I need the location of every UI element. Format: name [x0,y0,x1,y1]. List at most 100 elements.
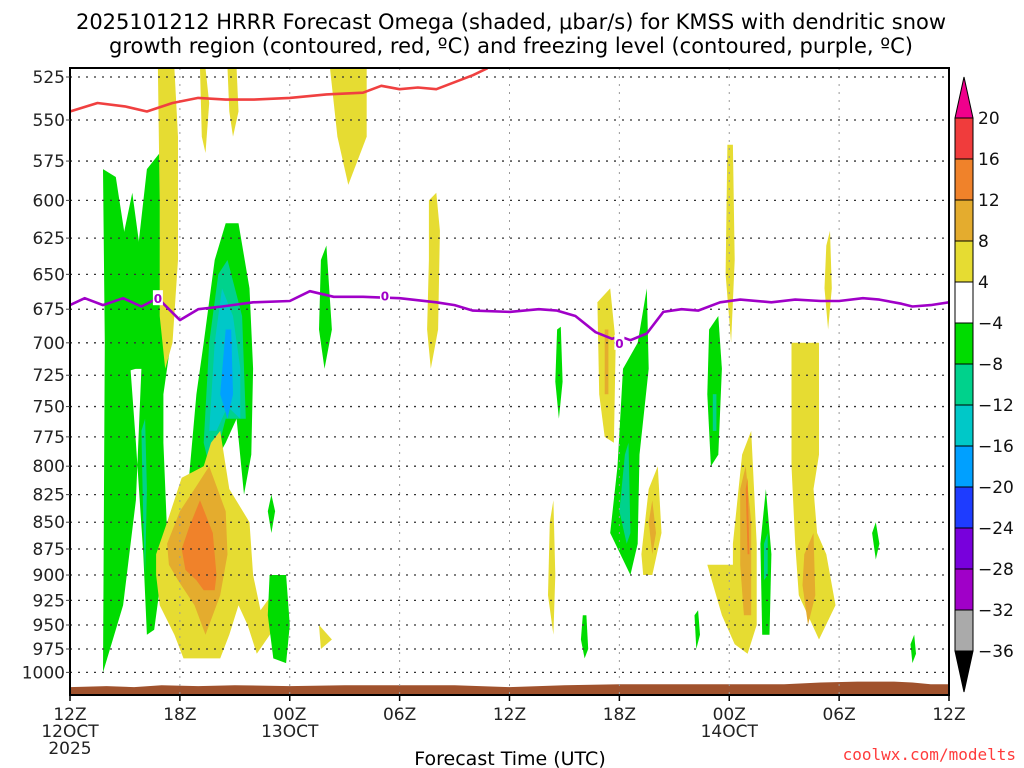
contour-lines: 0 0 0 [70,68,949,351]
omega-region-g4 [610,288,649,575]
colorbar-level-label: 4 [978,273,989,293]
grid-lines [70,68,949,695]
y-tick-label: 800 [33,457,65,477]
omega-region-y8 [604,329,609,395]
y-tick-label: 600 [33,191,65,211]
x-axis-label: Forecast Time (UTC) [414,748,605,768]
y-tick-label: 575 [33,152,65,172]
colorbar-swatch [954,363,974,406]
y-tick-label: 925 [33,591,65,611]
y-tick-label: 750 [33,398,65,418]
x-tick-label: 12Z [53,705,86,725]
y-tick-label: 825 [33,486,65,506]
colorbar-swatch [954,568,974,611]
omega-region-g8 [141,418,147,575]
omega-region-y8 [648,500,656,555]
omega-region-y4 [319,625,332,649]
omega-region-y4 [427,192,440,369]
colorbar-legend: 20 16 12 8 4 −4 −8 −12 −16 −20 −24 −28 −32 −36 [954,76,1014,693]
colorbar-level-label: −12 [978,396,1014,416]
freezing-level-contour [70,289,949,342]
colorbar-swatch [954,609,974,652]
colorbar-level-label: −28 [978,560,1014,580]
omega-region-y4 [791,342,836,640]
dendritic-growth-region-contour [70,68,489,113]
y-tick-label: 675 [33,300,65,320]
colorbar-swatch [954,486,974,529]
y-tick-label: 875 [33,540,65,560]
omega-region-g4 [319,245,332,369]
omega-region-g4 [910,634,916,664]
y-tick-label: 625 [33,229,65,249]
colorbar-level-label: 16 [978,150,1000,170]
omega-region-y8 [802,533,816,625]
x-tick-date: 12OCT [41,722,99,742]
colorbar-swatch [954,199,974,242]
colorbar-swatch [954,527,974,570]
omega-region-g4 [580,615,589,659]
y-tick-label: 850 [33,513,65,533]
omega-region-g4 [267,575,290,664]
colorbar-swatch [954,322,974,365]
x-tick-label: 00Z [273,705,306,725]
colorbar-level-label: 20 [978,109,1000,129]
omega-region-g4 [707,316,722,467]
colorbar-level-label: −16 [978,437,1014,457]
omega-region-y4 [824,230,832,330]
colorbar-level-label: −36 [978,642,1014,662]
omega-region-g8 [764,533,768,581]
y-tick-label: 550 [33,111,65,131]
y-tick-label: 725 [33,366,65,386]
omega-region-g4 [267,494,276,533]
y-axis: 525 550 575 600 625 650 675 700 725 750 775 800 825 8… [22,68,70,683]
x-tick-label: 06Z [383,705,416,725]
x-tick-label: 06Z [822,705,855,725]
colorbar-swatch [954,117,974,160]
omega-region-g4 [872,522,880,560]
colorbar-swatch [954,404,974,447]
omega-region-g8 [712,394,717,431]
x-tick-date: 13OCT [261,722,319,742]
colorbar-level-label: 12 [978,191,1000,211]
colorbar-swatch [954,281,974,324]
contour-label-bg [614,334,625,350]
omega-region-g4 [103,153,166,376]
x-tick-year: 2025 [48,739,91,759]
omega-region-y4 [725,144,735,343]
colorbar-under-arrow [954,650,974,693]
omega-region-y4 [227,68,239,137]
x-tick-label: 18Z [163,705,196,725]
y-tick-label: 700 [33,334,65,354]
x-tick-label: 12Z [932,705,965,725]
contour-label: 0 [154,292,162,306]
omega-region-y4 [157,68,178,369]
omega-region-g8 [619,442,631,544]
y-tick-label: 975 [33,640,65,660]
colorbar-swatch [954,158,974,201]
credit-link[interactable]: coolwx.com/modelts [843,745,1016,764]
x-tick-label: 00Z [713,705,746,725]
chart-title-line1: 2025101212 HRRR Forecast Omega (shaded, … [76,10,946,34]
colorbar-level-label: −20 [978,478,1014,498]
colorbar-level-label: −32 [978,601,1014,621]
chart-title-line2: growth region (contoured, red, ºC) and f… [109,34,913,58]
x-tick-date: 14OCT [701,722,759,742]
plot-area: 0 0 0 [69,67,950,696]
contour-label: 0 [615,337,623,351]
contour-label-bg [379,287,390,303]
omega-region-y8 [740,466,752,616]
y-tick-label: 525 [33,68,65,88]
omega-region-y4 [330,68,367,185]
omega-region-y12 [745,477,750,555]
contour-label-bg [152,290,163,306]
y-tick-label: 650 [33,265,65,285]
colorbar-swatch [954,240,974,283]
y-tick-label: 950 [33,616,65,636]
colorbar-level-label: −8 [978,355,1003,375]
x-tick-label: 18Z [603,705,636,725]
colorbar-over-arrow [954,76,974,119]
omega-region-g4 [694,610,700,649]
colorbar-level-label: −4 [978,314,1003,334]
contour-label: 0 [381,289,389,303]
